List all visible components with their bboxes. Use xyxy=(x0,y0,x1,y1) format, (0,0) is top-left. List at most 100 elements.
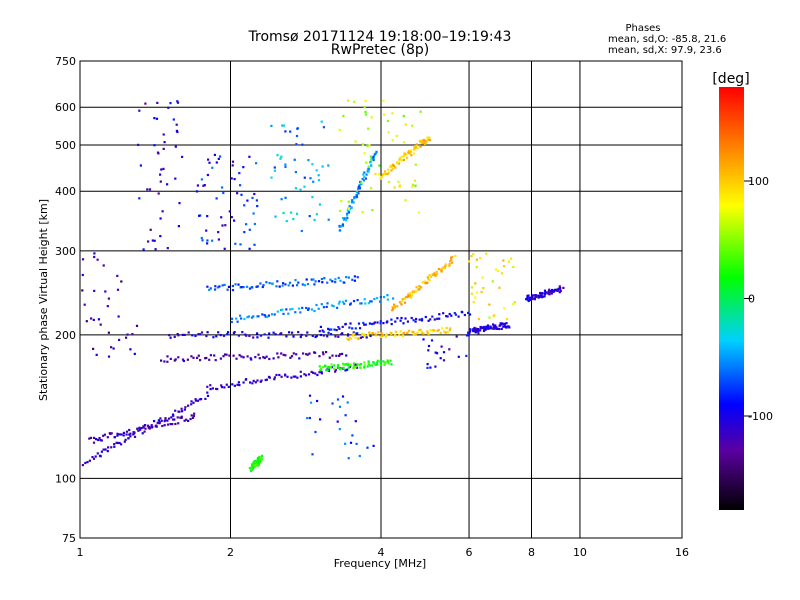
stats-line-x: mean, sd,X: 97.9, 23.6 xyxy=(608,45,722,56)
stats-title: Phases xyxy=(625,23,660,34)
data-point xyxy=(383,296,386,299)
data-point xyxy=(178,410,181,413)
data-point xyxy=(384,335,387,338)
data-point xyxy=(482,287,485,290)
data-point xyxy=(110,432,113,435)
data-point xyxy=(363,106,366,109)
data-point xyxy=(260,458,263,461)
x-tick-label: 2 xyxy=(227,546,234,559)
data-point xyxy=(209,287,212,290)
data-point xyxy=(267,314,270,317)
data-point xyxy=(102,448,105,451)
data-point xyxy=(318,365,321,368)
data-point xyxy=(367,165,370,168)
data-point xyxy=(526,296,529,299)
data-point xyxy=(146,424,150,427)
data-point xyxy=(253,243,256,246)
data-point xyxy=(282,212,285,215)
data-point xyxy=(345,219,348,222)
data-point xyxy=(542,295,545,298)
data-point xyxy=(282,353,285,356)
data-point xyxy=(351,334,354,337)
colorbar-tick-label: 100 xyxy=(748,175,769,188)
data-point xyxy=(231,284,234,288)
data-point xyxy=(358,363,361,366)
y-tick-label: 100 xyxy=(55,472,76,485)
data-point xyxy=(318,330,321,333)
data-point xyxy=(216,388,219,391)
data-point xyxy=(444,331,447,334)
data-point xyxy=(436,317,439,320)
data-point xyxy=(352,201,355,204)
data-point xyxy=(256,332,259,335)
data-point xyxy=(292,335,295,338)
data-point xyxy=(487,327,490,330)
data-point xyxy=(499,324,502,327)
data-point xyxy=(469,328,472,331)
data-point xyxy=(313,218,316,221)
data-point xyxy=(195,190,199,193)
data-point xyxy=(341,395,345,398)
data-point xyxy=(347,362,350,365)
data-point xyxy=(291,307,294,310)
data-point xyxy=(397,180,400,183)
data-point xyxy=(401,300,404,303)
data-point xyxy=(343,217,346,220)
data-point xyxy=(266,315,269,319)
data-point xyxy=(233,219,236,222)
data-point xyxy=(442,359,446,362)
data-point xyxy=(340,224,343,228)
data-point xyxy=(358,454,361,458)
data-point xyxy=(128,433,131,436)
data-point xyxy=(346,401,349,404)
data-point xyxy=(292,217,295,221)
data-point xyxy=(357,192,360,195)
data-point xyxy=(223,386,226,389)
data-point xyxy=(481,327,485,330)
data-point xyxy=(147,240,150,243)
data-point xyxy=(420,317,424,321)
data-point xyxy=(352,367,355,370)
data-point xyxy=(116,432,119,435)
data-point xyxy=(93,252,96,255)
data-point xyxy=(228,210,231,213)
data-point xyxy=(531,294,534,297)
data-point xyxy=(138,109,141,112)
data-point xyxy=(341,332,344,335)
data-point xyxy=(273,376,276,379)
data-point xyxy=(253,460,257,463)
data-point xyxy=(171,413,175,416)
data-point xyxy=(88,459,91,462)
data-point xyxy=(358,183,361,186)
data-point xyxy=(379,177,382,180)
data-point xyxy=(92,347,95,350)
data-point xyxy=(206,385,209,388)
data-point xyxy=(399,330,402,333)
data-point xyxy=(205,334,208,338)
data-point xyxy=(546,292,549,295)
data-point xyxy=(257,458,260,461)
data-point xyxy=(390,323,393,326)
data-point xyxy=(472,253,475,256)
data-point xyxy=(222,191,225,195)
data-point xyxy=(284,354,287,357)
data-point xyxy=(363,152,366,155)
data-point xyxy=(220,386,224,389)
data-point xyxy=(273,378,276,381)
data-point xyxy=(206,391,209,394)
data-point xyxy=(252,379,255,382)
data-point xyxy=(200,398,203,401)
data-point xyxy=(122,434,125,437)
data-point xyxy=(296,127,299,130)
data-point xyxy=(163,360,166,363)
data-point xyxy=(206,331,209,334)
data-point xyxy=(206,242,209,245)
data-point xyxy=(347,200,350,203)
data-point xyxy=(468,313,472,316)
data-point xyxy=(259,380,262,383)
data-point xyxy=(413,291,416,294)
data-point xyxy=(351,434,354,437)
data-point xyxy=(160,359,163,362)
data-point xyxy=(181,155,184,158)
data-point xyxy=(200,178,203,181)
